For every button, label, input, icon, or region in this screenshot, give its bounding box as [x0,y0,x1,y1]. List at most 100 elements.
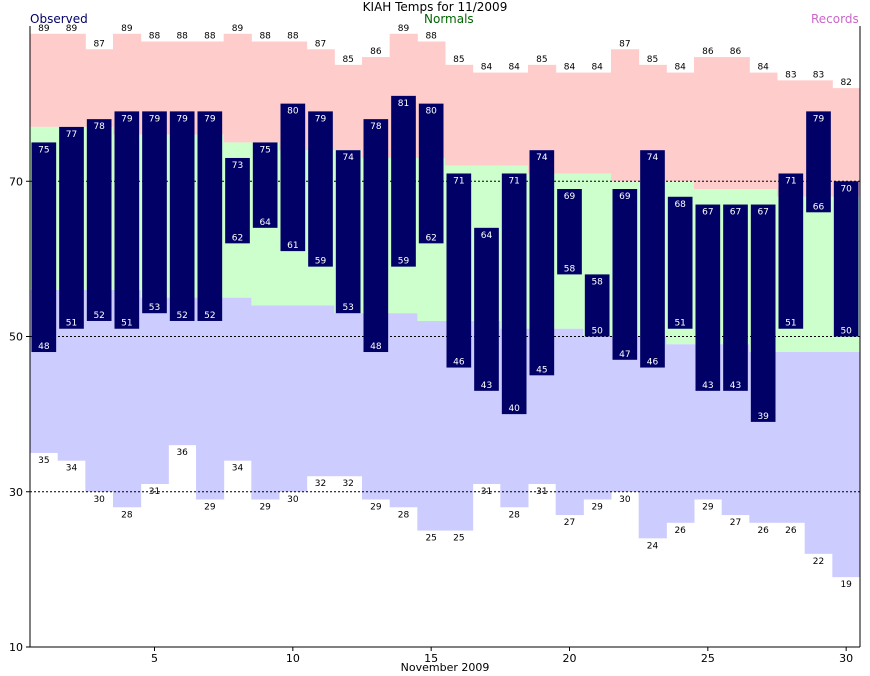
record-low-band [417,320,446,531]
record-low-label: 29 [591,503,603,513]
record-high-band [223,33,252,143]
observed-low-label: 46 [647,358,659,368]
record-high-label: 84 [508,63,520,73]
observed-bar [391,95,416,267]
observed-bar [501,173,527,415]
record-low-band [140,297,169,484]
record-low-label: 31 [481,487,492,497]
observed-high-label: 79 [149,114,161,124]
record-low-band [832,352,861,578]
record-low-label: 28 [121,510,133,520]
x-tick-label: 30 [839,652,853,665]
record-low-band [666,344,695,523]
record-high-label: 89 [232,24,244,34]
observed-low-label: 52 [176,311,187,321]
observed-low-label: 62 [232,233,243,243]
record-low-label: 31 [149,487,160,497]
observed-low-label: 48 [370,342,382,352]
observed-bar [584,274,610,337]
record-low-label: 34 [232,464,244,474]
observed-low-label: 50 [591,327,603,337]
y-tick-label: 50 [9,331,23,344]
observed-bar [640,150,665,368]
record-low-label: 30 [287,495,299,505]
observed-high-label: 79 [204,114,216,124]
record-high-label: 84 [591,63,603,73]
observed-high-label: 70 [840,184,852,194]
record-high-label: 83 [813,70,824,80]
observed-high-label: 58 [591,277,603,287]
observed-low-label: 43 [702,381,713,391]
observed-high-label: 77 [66,130,77,140]
observed-high-label: 67 [757,208,768,218]
record-high-label: 86 [702,47,714,57]
observed-low-label: 61 [287,241,298,251]
record-high-label: 85 [342,55,353,65]
observed-bar [833,181,859,337]
observed-low-label: 59 [398,257,410,267]
observed-bar [418,103,444,244]
record-low-label: 30 [619,495,631,505]
observed-bar [529,150,555,376]
observed-low-label: 52 [204,311,215,321]
observed-bar [86,119,112,321]
record-low-label: 29 [259,503,271,513]
record-low-band [555,328,584,516]
record-high-label: 89 [38,24,50,34]
record-high-band [832,88,861,197]
record-low-band [85,289,114,492]
observed-high-label: 79 [315,114,327,124]
record-low-band [334,313,363,477]
observed-low-label: 47 [619,350,630,360]
observed-bar [169,111,195,321]
record-high-band [445,64,474,166]
observed-low-label: 52 [93,311,104,321]
record-high-label: 88 [204,32,216,42]
record-low-label: 32 [342,479,353,489]
legend-normals: Normals [424,12,474,26]
y-tick-label: 30 [9,486,23,499]
observed-high-label: 74 [342,153,354,163]
record-low-label: 27 [564,518,575,528]
observed-low-label: 53 [342,303,353,313]
observed-high-label: 80 [287,107,299,117]
observed-bar [778,173,804,329]
observed-bar [723,204,748,391]
observed-low-label: 43 [481,381,492,391]
record-low-label: 34 [66,464,78,474]
observed-high-label: 79 [121,114,133,124]
record-high-band [694,57,723,190]
observed-high-label: 73 [232,161,243,171]
observed-low-label: 66 [813,202,825,212]
record-low-label: 28 [508,510,520,520]
record-high-band [666,72,695,182]
observed-high-label: 75 [38,145,49,155]
observed-bar [59,126,84,329]
observed-low-label: 45 [536,365,547,375]
observed-high-label: 74 [647,153,659,163]
observed-high-label: 69 [619,192,631,202]
y-tick-label: 70 [9,175,23,188]
record-low-label: 30 [93,495,105,505]
observed-high-label: 78 [370,122,382,132]
x-tick-label: 20 [563,652,577,665]
observed-bars [31,95,859,422]
observed-bar [142,111,167,314]
observed-low-label: 39 [757,412,769,422]
observed-high-label: 79 [176,114,188,124]
record-low-label: 28 [398,510,410,520]
record-high-label: 85 [536,55,547,65]
observed-bar [750,204,776,422]
observed-bar [474,227,499,391]
record-high-band [85,49,114,127]
legend-records: Records [811,12,859,26]
observed-high-label: 67 [702,208,713,218]
observed-bar [197,111,223,321]
record-high-band [472,72,501,166]
record-low-label: 25 [425,534,436,544]
record-low-label: 35 [38,456,49,466]
observed-high-label: 71 [453,176,464,186]
record-low-label: 29 [702,503,714,513]
record-high-label: 83 [785,70,796,80]
